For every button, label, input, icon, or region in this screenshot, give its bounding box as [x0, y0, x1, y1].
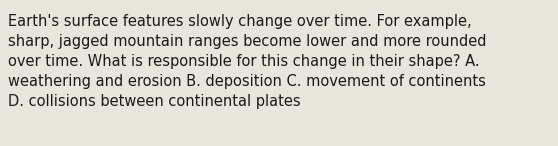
- Text: over time. What is responsible for this change in their shape? A.: over time. What is responsible for this …: [8, 54, 480, 69]
- Text: weathering and erosion B. deposition C. movement of continents: weathering and erosion B. deposition C. …: [8, 74, 486, 89]
- Text: Earth's surface features slowly change over time. For example,: Earth's surface features slowly change o…: [8, 14, 472, 29]
- Text: D. collisions between continental plates: D. collisions between continental plates: [8, 94, 301, 109]
- Text: sharp, jagged mountain ranges become lower and more rounded: sharp, jagged mountain ranges become low…: [8, 34, 487, 49]
